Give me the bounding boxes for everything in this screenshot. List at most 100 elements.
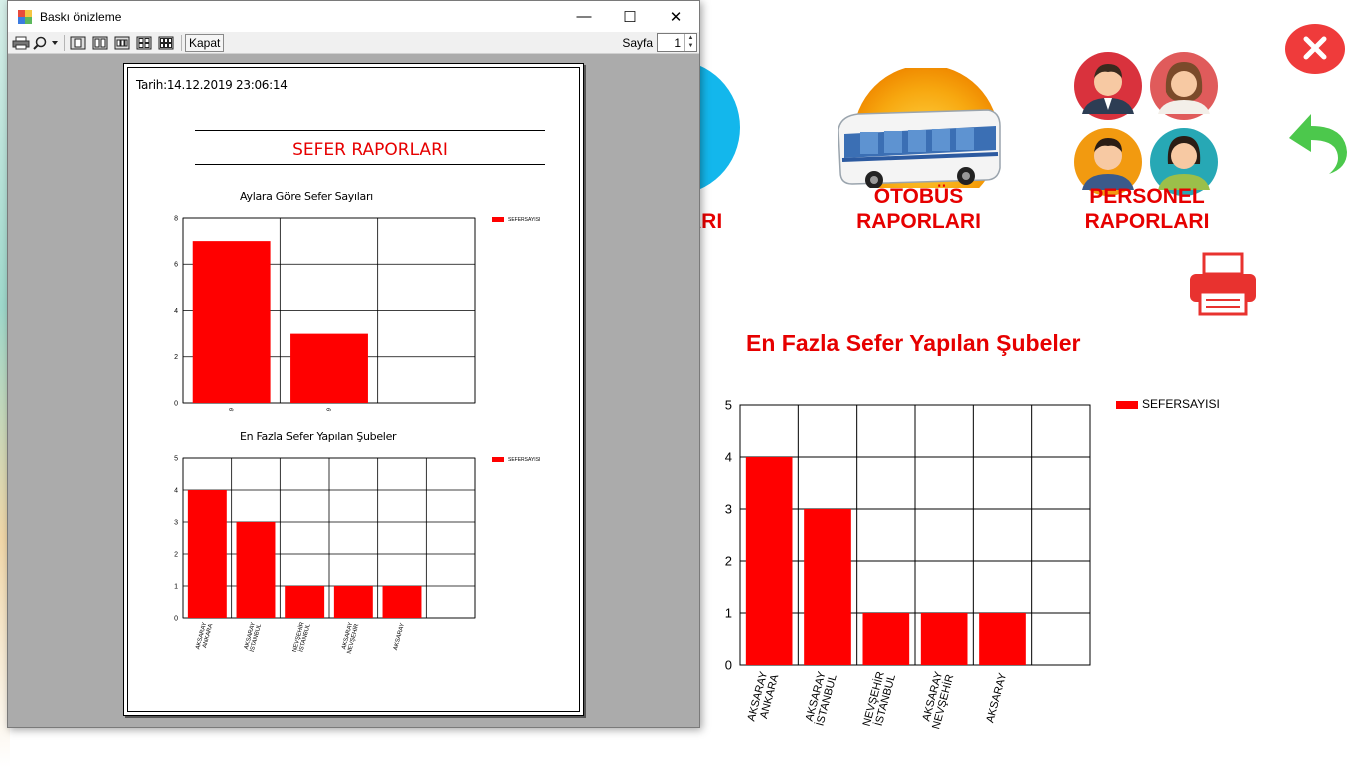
- y-tick-label: 5: [174, 455, 178, 462]
- six-pages-button[interactable]: [156, 34, 176, 52]
- staff-reports-label[interactable]: PERSONEL RAPORLARI: [1072, 184, 1222, 234]
- page-selector: Sayfa 1 ▲ ▼: [622, 33, 697, 52]
- staff-label-line2: RAPORLARI: [1084, 210, 1210, 233]
- close-icon: [1303, 36, 1327, 60]
- monthly-chart-title: Aylara Göre Sefer Sayıları: [240, 190, 373, 203]
- y-tick-label: 3: [174, 519, 178, 526]
- legend-label: SEFERSAYISI: [1142, 397, 1220, 411]
- two-pages-icon: [92, 36, 108, 49]
- spin-down-icon[interactable]: ▼: [687, 43, 694, 49]
- y-tick-label: 2: [725, 554, 732, 569]
- chart-bar: [745, 457, 793, 665]
- close-button[interactable]: [1285, 24, 1345, 74]
- dialog-title: Baskı önizleme: [40, 9, 122, 24]
- y-tick-label: 0: [174, 615, 178, 622]
- one-page-button[interactable]: [68, 34, 88, 52]
- report-date: Tarih:14.12.2019 23:06:14: [136, 78, 288, 92]
- preview-page: Tarih:14.12.2019 23:06:14 SEFER RAPORLAR…: [123, 63, 584, 716]
- printer-icon: [12, 36, 30, 49]
- close-preview-button[interactable]: Kapat: [185, 33, 225, 52]
- printer-icon[interactable]: [1188, 252, 1258, 316]
- page-number-value: 1: [674, 35, 681, 50]
- monthly-trips-chart: 0 2 4 6 8 9 9 SEFERSAYISI: [174, 215, 540, 412]
- chart-bar: [236, 522, 276, 618]
- legend-swatch: [1116, 401, 1138, 409]
- zoom-button[interactable]: [33, 34, 59, 52]
- page-number-input[interactable]: 1 ▲ ▼: [657, 33, 697, 52]
- chart-bar: [285, 586, 325, 618]
- four-pages-icon: [136, 36, 152, 49]
- y-tick-label: 0: [725, 658, 732, 673]
- bus-label-line2: RAPORLARI: [856, 210, 981, 233]
- window-close-button[interactable]: ✕: [653, 1, 699, 32]
- chart-bar: [333, 586, 373, 618]
- y-tick-label: 0: [174, 400, 178, 407]
- bus-reports-label[interactable]: OTOBÜS RAPORLARI: [846, 184, 991, 234]
- chart-bar: [804, 509, 851, 665]
- y-tick-label: 5: [725, 398, 732, 413]
- legend-label: SEFERSAYISI: [508, 217, 540, 223]
- chart-bar: [382, 586, 422, 618]
- chart-bar: [290, 333, 368, 403]
- y-tick-label: 6: [174, 262, 178, 269]
- dialog-titlebar[interactable]: Baskı önizleme — ☐ ✕: [8, 1, 699, 32]
- chart-bar: [862, 613, 910, 665]
- y-tick-label: 4: [174, 487, 178, 494]
- title-rule-top: [195, 130, 545, 131]
- minimize-icon: —: [576, 8, 592, 25]
- toolbar-separator: [181, 34, 182, 51]
- x-tick-label: 9: [229, 407, 236, 412]
- maximize-button[interactable]: ☐: [607, 1, 653, 32]
- three-pages-button[interactable]: [112, 34, 132, 52]
- bus-icon[interactable]: [838, 68, 1004, 188]
- page-label: Sayfa: [622, 35, 653, 50]
- six-pages-icon: [158, 36, 174, 49]
- y-tick-label: 2: [174, 354, 178, 361]
- x-tick-label-line: 9: [326, 407, 333, 412]
- y-tick-label: 8: [174, 215, 178, 222]
- back-arrow-icon[interactable]: [1285, 108, 1351, 176]
- avatar-icon[interactable]: [1072, 52, 1222, 197]
- x-tick-label-line: 9: [229, 407, 236, 412]
- preview-toolbar: Kapat Sayfa 1 ▲ ▼: [8, 32, 699, 54]
- x-tick-label: 9: [326, 407, 333, 412]
- app-icon: [18, 9, 32, 24]
- plot-frame: [739, 404, 1091, 666]
- zoom-icon: [33, 36, 58, 50]
- four-pages-button[interactable]: [134, 34, 154, 52]
- maximize-icon: ☐: [623, 8, 637, 26]
- chart-bar: [920, 613, 968, 665]
- y-tick-label: 1: [174, 583, 178, 590]
- close-icon: ✕: [669, 8, 683, 26]
- page-border: Tarih:14.12.2019 23:06:14 SEFER RAPORLAR…: [127, 67, 580, 712]
- report-title: SEFER RAPORLARI: [292, 140, 448, 160]
- x-tick-label-line: AKSARAY: [984, 671, 1009, 724]
- legend-label: SEFERSAYISI: [508, 457, 540, 463]
- bus-label-line1: OTOBÜS: [873, 185, 964, 208]
- x-tick-label: AKSARAY: [393, 623, 406, 652]
- minimize-button[interactable]: —: [561, 1, 607, 32]
- toolbar-separator: [64, 34, 65, 51]
- spin-up-icon[interactable]: ▲: [687, 35, 694, 41]
- plot-frame: [182, 457, 476, 619]
- one-page-icon: [70, 36, 86, 49]
- y-tick-label: 3: [725, 502, 732, 517]
- page-spinner[interactable]: ▲ ▼: [684, 34, 696, 51]
- print-button[interactable]: [11, 34, 31, 52]
- branch-chart-title: En Fazla Sefer Yapılan Şubeler: [240, 430, 397, 443]
- chart-bar: [187, 490, 227, 618]
- y-tick-label: 4: [725, 450, 732, 465]
- y-tick-label: 2: [174, 551, 178, 558]
- two-pages-button[interactable]: [90, 34, 110, 52]
- background-strip: [0, 0, 10, 768]
